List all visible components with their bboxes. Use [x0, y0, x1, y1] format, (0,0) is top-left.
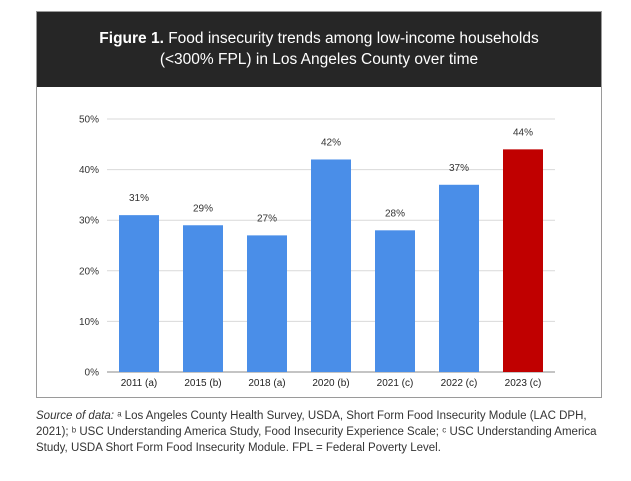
data-label: 42% — [321, 137, 341, 148]
y-tick-label: 50% — [79, 115, 99, 126]
bar — [183, 225, 223, 372]
chart-title-line-2: (<300% FPL) in Los Angeles County over t… — [159, 51, 479, 68]
chart-area: 0% 10% 20% 30% 40% 50% 31% 2011 (a) 29% 2015 (b) 2… — [37, 87, 601, 397]
x-tick-label: 2011 (a) — [121, 378, 158, 389]
source-note: Source of data: ᵃ Los Angeles County Hea… — [36, 408, 602, 456]
bar-chart: 0% 10% 20% 30% 40% 50% 31% 2011 (a) 29% 2015 (b) 2… — [79, 115, 555, 389]
source-label: Source of data: — [36, 410, 114, 422]
chart-title-bar: Figure 1. Food insecurity trends among l… — [37, 12, 601, 87]
data-label: 37% — [449, 163, 469, 174]
data-label: 29% — [193, 203, 213, 214]
data-label: 31% — [129, 193, 149, 204]
x-tick-label: 2023 (c) — [505, 378, 542, 389]
figure-panel: Figure 1. Food insecurity trends among l… — [36, 11, 602, 398]
y-tick-label: 0% — [85, 368, 100, 379]
x-tick-label: 2020 (b) — [312, 378, 349, 389]
source-text: ᵃ Los Angeles County Health Survey, USDA… — [36, 410, 597, 454]
bar — [375, 230, 415, 372]
y-tick-label: 10% — [79, 317, 99, 328]
bar — [119, 215, 159, 372]
x-tick-label: 2018 (a) — [248, 378, 285, 389]
chart-title: Food insecurity trends among low-income … — [168, 30, 539, 47]
y-tick-label: 20% — [79, 266, 99, 277]
figure-label: Figure 1. — [99, 30, 164, 47]
data-label: 28% — [385, 208, 405, 219]
bar — [311, 159, 351, 372]
y-tick-label: 40% — [79, 165, 99, 176]
title-line-1: Figure 1. Food insecurity trends among l… — [37, 28, 601, 49]
x-tick-label: 2015 (b) — [184, 378, 221, 389]
x-tick-label: 2022 (c) — [441, 378, 478, 389]
bar — [247, 235, 287, 372]
bar — [439, 184, 479, 372]
data-label: 44% — [513, 127, 533, 138]
data-label: 27% — [257, 213, 277, 224]
y-tick-label: 30% — [79, 216, 99, 227]
bar — [503, 149, 543, 372]
x-tick-label: 2021 (c) — [377, 378, 414, 389]
